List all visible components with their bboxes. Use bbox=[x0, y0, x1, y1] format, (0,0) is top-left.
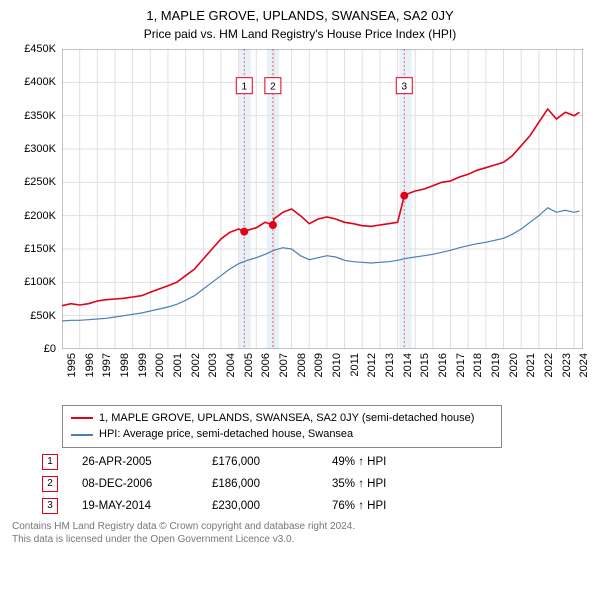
x-tick-label: 2017 bbox=[455, 353, 467, 377]
x-tick-label: 2024 bbox=[578, 353, 590, 377]
x-tick-label: 2011 bbox=[349, 353, 361, 377]
x-tick-label: 1996 bbox=[84, 353, 96, 377]
sale-hpi: 76% ↑ HPI bbox=[332, 500, 422, 512]
x-tick-label: 2004 bbox=[225, 353, 237, 377]
x-tick-label: 1999 bbox=[137, 353, 149, 377]
legend-row: HPI: Average price, semi-detached house,… bbox=[71, 426, 493, 443]
sale-price: £186,000 bbox=[212, 478, 332, 490]
x-tick-label: 2023 bbox=[561, 353, 573, 377]
sale-date: 08-DEC-2006 bbox=[82, 478, 212, 490]
x-tick-label: 2001 bbox=[172, 353, 184, 377]
attribution: Contains HM Land Registry data © Crown c… bbox=[12, 520, 588, 546]
sale-marker-number: 2 bbox=[270, 82, 276, 93]
sale-hpi: 49% ↑ HPI bbox=[332, 456, 422, 468]
y-tick-label: £350K bbox=[24, 110, 56, 122]
y-tick-label: £150K bbox=[24, 243, 56, 255]
x-tick-label: 2009 bbox=[313, 353, 325, 377]
sale-date: 19-MAY-2014 bbox=[82, 500, 212, 512]
sale-marker-number: 3 bbox=[401, 82, 407, 93]
y-tick-label: £50K bbox=[30, 310, 56, 322]
x-tick-label: 2019 bbox=[490, 353, 502, 377]
sale-row: 3 19-MAY-2014£230,00076% ↑ HPI bbox=[42, 498, 588, 514]
x-tick-label: 1997 bbox=[101, 353, 113, 377]
sale-hpi: 35% ↑ HPI bbox=[332, 478, 422, 490]
sale-date: 26-APR-2005 bbox=[82, 456, 212, 468]
y-axis: £0£50K£100K£150K£200K£250K£300K£350K£400… bbox=[12, 49, 60, 349]
x-tick-label: 2013 bbox=[384, 353, 396, 377]
legend-row: 1, MAPLE GROVE, UPLANDS, SWANSEA, SA2 0J… bbox=[71, 410, 493, 427]
sale-marker-dot bbox=[269, 221, 277, 229]
y-tick-label: £0 bbox=[44, 343, 56, 355]
y-tick-label: £400K bbox=[24, 76, 56, 88]
x-tick-label: 2000 bbox=[154, 353, 166, 377]
x-tick-label: 2021 bbox=[525, 353, 537, 377]
sale-marker-number: 1 bbox=[241, 82, 247, 93]
series-line-property bbox=[62, 109, 580, 306]
x-tick-label: 2020 bbox=[508, 353, 520, 377]
plot-region: 1 2 3 bbox=[62, 49, 583, 349]
x-tick-label: 2003 bbox=[207, 353, 219, 377]
x-tick-label: 1998 bbox=[119, 353, 131, 377]
sales-table: 1 26-APR-2005£176,00049% ↑ HPI 2 08-DEC-200… bbox=[42, 454, 588, 514]
y-tick-label: £450K bbox=[24, 43, 56, 55]
legend-swatch bbox=[71, 434, 93, 436]
chart-title: 1, MAPLE GROVE, UPLANDS, SWANSEA, SA2 0J… bbox=[12, 8, 588, 25]
chart-area: £0 £50K £100K £150K £200K £250K £300K £350K £400… bbox=[12, 49, 588, 399]
sale-row: 1 26-APR-2005£176,00049% ↑ HPI bbox=[42, 454, 588, 470]
legend: 1, MAPLE GROVE, UPLANDS, SWANSEA, SA2 0J… bbox=[62, 405, 502, 448]
x-tick-label: 2015 bbox=[419, 353, 431, 377]
x-tick-label: 2018 bbox=[472, 353, 484, 377]
legend-label: 1, MAPLE GROVE, UPLANDS, SWANSEA, SA2 0J… bbox=[99, 410, 474, 427]
y-tick-label: £300K bbox=[24, 143, 56, 155]
sale-marker-dot bbox=[400, 192, 408, 200]
x-tick-label: 2007 bbox=[278, 353, 290, 377]
series-line-hpi bbox=[62, 208, 580, 321]
sale-marker-key: 3 bbox=[42, 498, 58, 514]
x-tick-label: 2014 bbox=[402, 353, 414, 377]
sale-row: 2 08-DEC-2006£186,00035% ↑ HPI bbox=[42, 476, 588, 492]
chart-subtitle: Price paid vs. HM Land Registry's House … bbox=[12, 27, 588, 41]
y-tick-label: £100K bbox=[24, 276, 56, 288]
x-tick-label: 2006 bbox=[260, 353, 272, 377]
sale-marker-key: 2 bbox=[42, 476, 58, 492]
sale-price: £176,000 bbox=[212, 456, 332, 468]
sale-marker-dot bbox=[240, 228, 248, 236]
y-tick-label: £250K bbox=[24, 176, 56, 188]
plot-border bbox=[62, 49, 583, 349]
x-tick-label: 2005 bbox=[243, 353, 255, 377]
x-tick-label: 2010 bbox=[331, 353, 343, 377]
x-axis: 1995 1996 1997 1998 1999 2000 2001 2002 2003 2004… bbox=[62, 351, 583, 399]
attribution-line2: This data is licensed under the Open Gov… bbox=[12, 533, 588, 546]
x-tick-label: 2016 bbox=[437, 353, 449, 377]
sale-price: £230,000 bbox=[212, 500, 332, 512]
x-tick-label: 1995 bbox=[66, 353, 78, 377]
x-tick-label: 2008 bbox=[296, 353, 308, 377]
attribution-line1: Contains HM Land Registry data © Crown c… bbox=[12, 520, 588, 533]
sale-marker-key: 1 bbox=[42, 454, 58, 470]
legend-label: HPI: Average price, semi-detached house,… bbox=[99, 426, 353, 443]
chart-svg: 1 2 3 bbox=[62, 49, 583, 349]
legend-swatch bbox=[71, 417, 93, 419]
y-tick-label: £200K bbox=[24, 210, 56, 222]
x-tick-label: 2022 bbox=[543, 353, 555, 377]
x-tick-label: 2002 bbox=[190, 353, 202, 377]
x-tick-label: 2012 bbox=[366, 353, 378, 377]
